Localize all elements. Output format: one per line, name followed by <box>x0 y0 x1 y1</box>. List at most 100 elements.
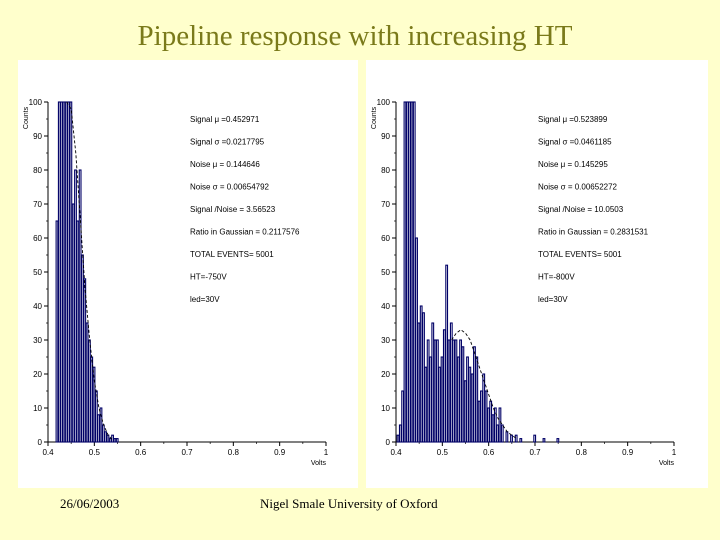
chart1-histogram-bar <box>435 339 439 443</box>
chart0-histogram-bar <box>78 169 82 443</box>
chart1-histogram-bar <box>449 322 453 443</box>
chart0-y-tick-label: 60 <box>33 234 42 243</box>
chart0-histogram-bar <box>108 438 112 443</box>
chart1-stat-line: TOTAL EVENTS= 5001 <box>538 250 622 259</box>
chart1-histogram-bar <box>498 407 502 443</box>
chart0-histogram-bar <box>74 169 77 443</box>
chart1-histogram-bar <box>431 322 435 443</box>
chart0-stat-line: TOTAL EVENTS= 5001 <box>190 250 274 259</box>
chart1-histogram-bar <box>415 237 418 443</box>
histogram-panel-ht750: 0 10 20 30 40 50 60 70 80 90 100 0.4 0.5 0.6 0.7 0.8 0.9… <box>18 60 358 488</box>
chart1-histogram-bar <box>519 438 523 443</box>
chart0-stat-line: Noise σ = 0.00654792 <box>190 183 270 192</box>
chart0-histogram-bar <box>92 366 96 443</box>
chart1-histogram-bar <box>440 356 444 443</box>
chart0-x-tick-label: 0.7 <box>181 448 193 457</box>
chart1-histogram-bar <box>405 101 409 443</box>
chart0-histogram-bar <box>60 101 64 443</box>
chart1-histogram-bar <box>473 346 476 443</box>
chart0-histogram-bar <box>85 322 89 443</box>
chart0-histogram-bar <box>57 101 61 443</box>
chart0-stat-line: Signal μ =0.452971 <box>190 115 260 124</box>
chart0-histogram-bar <box>104 431 108 443</box>
chart1-histogram-bar <box>419 305 423 443</box>
chart1-x-axis-label: Volts <box>659 460 675 467</box>
chart0-x-tick-label: 0.9 <box>274 448 286 457</box>
chart1-stat-line: led=30V <box>538 295 568 304</box>
chart1-histogram-bar <box>456 356 460 443</box>
chart1-y-axis-label: Counts <box>371 106 378 129</box>
chart0-y-tick-label: 30 <box>33 336 42 345</box>
chart1-histogram-bar <box>475 356 479 443</box>
chart1-histogram-bar <box>466 356 469 443</box>
chart1-y-tick-label: 20 <box>381 370 390 379</box>
chart0-stat-line: led=30V <box>190 295 220 304</box>
chart0-histogram-bar <box>55 220 59 443</box>
chart1-histogram-bar <box>442 329 446 443</box>
chart1-stat-line: Ratio in Gaussian = 0.2831531 <box>538 228 649 237</box>
chart0-histogram-bar <box>99 407 103 443</box>
chart1-histogram-bar <box>459 339 462 443</box>
chart1-histogram-bar <box>403 101 407 443</box>
chart1-histogram-bar <box>496 424 500 443</box>
chart0-histogram-bar <box>64 101 68 443</box>
chart1-histogram-bar <box>556 438 560 443</box>
chart1-x-tick-label: 1 <box>672 448 677 457</box>
chart0-x-tick-label: 0.5 <box>89 448 101 457</box>
chart1-histogram-bar <box>429 356 432 443</box>
chart1-histogram-bar <box>438 366 442 443</box>
chart0-histogram-bar <box>101 424 105 443</box>
chart1-y-tick-label: 30 <box>381 336 390 345</box>
chart0-stat-line: Signal σ =0.0217795 <box>190 138 265 147</box>
chart0-stat-line: Ratio in Gaussian = 0.2117576 <box>190 228 300 237</box>
chart1-histogram-bar <box>463 380 467 443</box>
chart1-y-tick-label: 60 <box>381 234 390 243</box>
chart1-histogram-bar <box>452 339 456 443</box>
histogram-chart-ht750: 0 10 20 30 40 50 60 70 80 90 100 0.4 0.5 0.6 0.7 0.8 0.9… <box>23 98 329 467</box>
chart0-histogram-bar <box>62 101 66 443</box>
chart1-histogram-bar <box>505 431 509 443</box>
chart0-stat-line: HT=-750V <box>190 273 227 282</box>
chart1-histogram-bar <box>500 424 504 443</box>
chart0-y-tick-label: 40 <box>33 302 42 311</box>
chart0-y-tick-label: 80 <box>33 166 42 175</box>
chart1-histogram-bar <box>398 424 402 443</box>
chart0-x-tick-label: 1 <box>324 448 329 457</box>
chart1-histogram-bar <box>461 346 465 443</box>
chart1-stat-line: Signal μ =0.523899 <box>538 115 608 124</box>
chart1-x-tick-label: 0.8 <box>576 448 588 457</box>
chart1-histogram-bar <box>422 312 425 443</box>
chart1-histogram-bar <box>468 366 472 443</box>
chart0-histogram-bar <box>113 438 117 443</box>
chart0-x-tick-label: 0.6 <box>135 448 147 457</box>
chart0-histogram-bar <box>94 390 98 443</box>
chart1-stat-line: HT=-800V <box>538 273 575 282</box>
chart0-histogram-bar <box>90 356 94 443</box>
chart1-x-tick-label: 0.5 <box>437 448 449 457</box>
chart0-y-tick-label: 20 <box>33 370 42 379</box>
chart1-histogram-bar <box>447 339 451 443</box>
chart0-y-tick-label: 10 <box>33 404 42 413</box>
chart1-histogram-bar <box>514 434 518 443</box>
chart1-histogram-bar <box>424 366 428 443</box>
chart0-stat-line: Noise μ = 0.144646 <box>190 160 260 169</box>
chart0-gaussian-fit-line <box>66 101 114 441</box>
chart1-gaussian-fit-line <box>451 329 517 439</box>
chart1-histogram-bar <box>408 101 412 443</box>
chart1-histogram-bar <box>417 322 421 443</box>
chart1-stat-line: Noise σ = 0.00652272 <box>538 183 618 192</box>
chart0-histogram-bar <box>111 434 114 443</box>
chart1-histogram-bar <box>491 414 495 443</box>
footer-author: Nigel Smale University of Oxford <box>260 496 438 511</box>
chart0-x-axis-label: Volts <box>311 460 327 467</box>
histogram-panel-ht800: 0 10 20 30 40 50 60 70 80 90 100 0.4 0.5 0.6 0.7 0.8 0.9… <box>366 60 708 488</box>
chart0-y-tick-label: 100 <box>29 98 43 107</box>
chart0-histogram-bar <box>83 278 87 443</box>
chart1-histogram-bar <box>510 434 513 443</box>
chart1-histogram-bar <box>445 264 449 443</box>
chart0-histogram-bar <box>76 220 80 443</box>
chart1-histogram-bar <box>486 407 490 443</box>
chart0-histogram-bar <box>81 254 84 443</box>
chart1-histogram-bar <box>484 390 488 443</box>
footer-date: 26/06/2003 <box>60 496 120 511</box>
